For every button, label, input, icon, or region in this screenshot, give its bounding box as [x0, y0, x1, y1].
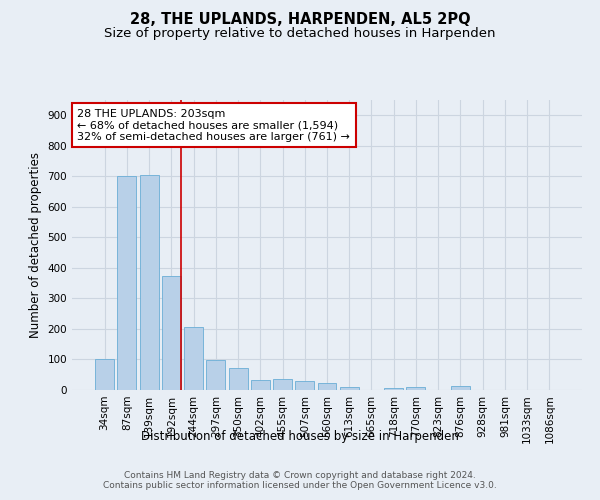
- Bar: [140, 175, 158, 390]
- Bar: [273, 380, 292, 390]
- Bar: [206, 360, 225, 390]
- Bar: [118, 176, 136, 390]
- Bar: [295, 382, 314, 390]
- Text: Size of property relative to detached houses in Harpenden: Size of property relative to detached ho…: [104, 28, 496, 40]
- Bar: [340, 387, 359, 390]
- Bar: [162, 276, 181, 390]
- Text: 28, THE UPLANDS, HARPENDEN, AL5 2PQ: 28, THE UPLANDS, HARPENDEN, AL5 2PQ: [130, 12, 470, 28]
- Bar: [406, 387, 425, 390]
- Text: 28 THE UPLANDS: 203sqm
← 68% of detached houses are smaller (1,594)
32% of semi-: 28 THE UPLANDS: 203sqm ← 68% of detached…: [77, 108, 350, 142]
- Y-axis label: Number of detached properties: Number of detached properties: [29, 152, 42, 338]
- Bar: [317, 384, 337, 390]
- Bar: [451, 386, 470, 390]
- Text: Contains HM Land Registry data © Crown copyright and database right 2024.
Contai: Contains HM Land Registry data © Crown c…: [103, 470, 497, 490]
- Bar: [384, 388, 403, 390]
- Text: Distribution of detached houses by size in Harpenden: Distribution of detached houses by size …: [141, 430, 459, 443]
- Bar: [95, 360, 114, 390]
- Bar: [251, 380, 270, 390]
- Bar: [184, 328, 203, 390]
- Bar: [229, 368, 248, 390]
